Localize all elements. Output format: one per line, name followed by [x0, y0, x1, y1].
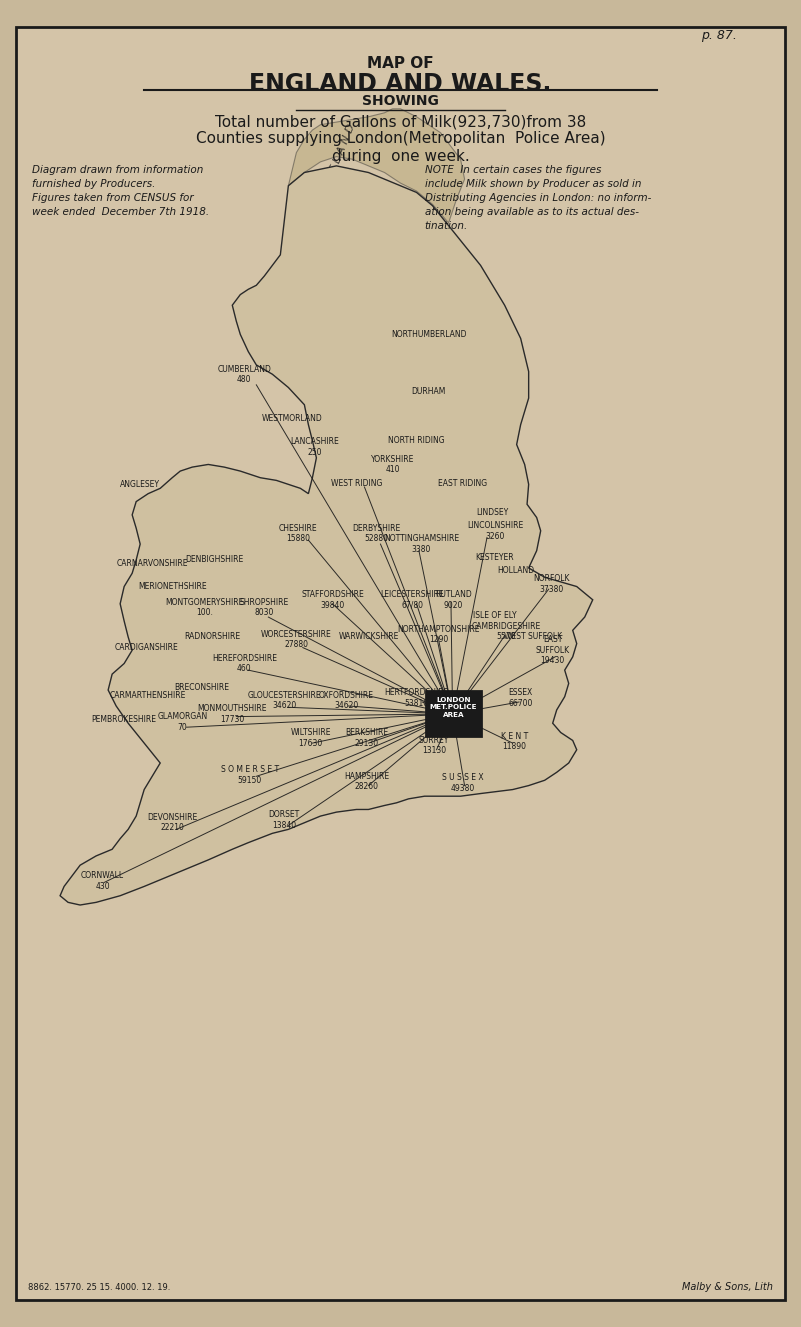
Text: CUMBERLAND
480: CUMBERLAND 480 — [217, 365, 272, 384]
Text: MERIONETHSHIRE: MERIONETHSHIRE — [138, 583, 207, 591]
Text: ANGLESEY: ANGLESEY — [120, 480, 160, 488]
Text: SHROPSHIRE
8030: SHROPSHIRE 8030 — [239, 598, 289, 617]
Text: DEVONSHIRE
22210: DEVONSHIRE 22210 — [147, 813, 197, 832]
Text: NORTH RIDING: NORTH RIDING — [388, 437, 445, 445]
Text: CARDIGANSHIRE: CARDIGANSHIRE — [115, 644, 179, 652]
Polygon shape — [288, 109, 465, 223]
Text: CARMARTHENSHIRE: CARMARTHENSHIRE — [110, 691, 187, 699]
Text: LEICESTERSHIRE
67/80: LEICESTERSHIRE 67/80 — [380, 591, 445, 609]
Text: WEST SUFFOLK: WEST SUFFOLK — [504, 633, 562, 641]
Text: NORFOLK
37380: NORFOLK 37380 — [533, 575, 570, 593]
Text: CHESHIRE
15880: CHESHIRE 15880 — [279, 524, 317, 543]
Text: NOTTINGHAMSHIRE
3380: NOTTINGHAMSHIRE 3380 — [384, 535, 459, 553]
Text: Counties supplying London(Metropolitan  Police Area): Counties supplying London(Metropolitan P… — [195, 131, 606, 146]
Text: CARNARVONSHIRE: CARNARVONSHIRE — [116, 560, 188, 568]
Text: p. 87.: p. 87. — [701, 29, 737, 42]
Polygon shape — [60, 166, 593, 905]
Text: Total number of Gallons of Milk(923,730)from 38: Total number of Gallons of Milk(923,730)… — [215, 114, 586, 129]
Text: BRECONSHIRE: BRECONSHIRE — [175, 683, 229, 691]
Text: S O M E R S E T
59150: S O M E R S E T 59150 — [221, 766, 279, 784]
Text: WESTMORLAND: WESTMORLAND — [262, 414, 323, 422]
Text: RUTLAND
9020: RUTLAND 9020 — [435, 591, 472, 609]
Text: STAFFORDSHIRE
39840: STAFFORDSHIRE 39840 — [301, 591, 364, 609]
Text: WARWICKSHIRE: WARWICKSHIRE — [338, 633, 399, 641]
Text: DURHAM: DURHAM — [412, 387, 445, 395]
Text: Malby & Sons, Lith: Malby & Sons, Lith — [682, 1282, 773, 1292]
Text: S C O T L A N D: S C O T L A N D — [316, 123, 357, 206]
Text: MONMOUTHSHIRE
17730: MONMOUTHSHIRE 17730 — [198, 705, 267, 723]
Text: Diagram drawn from information
furnished by Producers.
Figures taken from CENSUS: Diagram drawn from information furnished… — [32, 165, 209, 216]
FancyBboxPatch shape — [426, 691, 481, 736]
Text: 8862. 15770. 25 15. 4000. 12. 19.: 8862. 15770. 25 15. 4000. 12. 19. — [28, 1283, 171, 1292]
Text: SHOWING: SHOWING — [362, 94, 439, 109]
Text: during  one week.: during one week. — [332, 149, 469, 163]
Text: GLAMORGAN
70: GLAMORGAN 70 — [158, 713, 207, 731]
Text: LONDON
MET.POLICE
AREA: LONDON MET.POLICE AREA — [429, 697, 477, 718]
Text: ENGLAND AND WALES.: ENGLAND AND WALES. — [249, 72, 552, 96]
Text: YORKSHIRE
410: YORKSHIRE 410 — [371, 455, 414, 474]
Text: SURREY
13130: SURREY 13130 — [419, 736, 449, 755]
Text: DENBIGHSHIRE: DENBIGHSHIRE — [186, 556, 244, 564]
Text: ESSEX
66700: ESSEX 66700 — [509, 689, 533, 707]
Text: HOLLAND: HOLLAND — [497, 567, 534, 575]
Text: KESTEYER: KESTEYER — [476, 553, 514, 561]
Text: WORCESTERSHIRE
27880: WORCESTERSHIRE 27880 — [261, 630, 332, 649]
Text: NOTE  In certain cases the figures
include Milk shown by Producer as sold in
Dis: NOTE In certain cases the figures includ… — [425, 165, 651, 231]
Text: ISLE OF ELY: ISLE OF ELY — [473, 612, 517, 620]
Text: GLOUCESTERSHIRE
34620: GLOUCESTERSHIRE 34620 — [248, 691, 321, 710]
Text: MONTGOMERYSHIRE
100.: MONTGOMERYSHIRE 100. — [165, 598, 244, 617]
Text: LANCASHIRE
250: LANCASHIRE 250 — [291, 438, 339, 456]
Text: DERBYSHIRE
52880: DERBYSHIRE 52880 — [352, 524, 400, 543]
Text: EAST RIDING: EAST RIDING — [438, 479, 488, 487]
Text: LINDSEY: LINDSEY — [477, 508, 509, 516]
Text: RADNORSHIRE: RADNORSHIRE — [184, 633, 240, 641]
Text: K E N T
11890: K E N T 11890 — [501, 733, 528, 751]
Text: HEREFORDSHIRE
460: HEREFORDSHIRE 460 — [211, 654, 277, 673]
Text: CORNWALL
430: CORNWALL 430 — [81, 872, 124, 890]
Text: EAST
SUFFOLK
19430: EAST SUFFOLK 19430 — [536, 636, 570, 665]
Text: DORSET
13840: DORSET 13840 — [268, 811, 300, 829]
Text: BERKSHIRE
29130: BERKSHIRE 29130 — [345, 729, 388, 747]
Text: WEST RIDING: WEST RIDING — [331, 479, 382, 487]
Text: MAP OF: MAP OF — [367, 56, 434, 70]
Text: HERTFORDSHIRE
53810: HERTFORDSHIRE 53810 — [384, 689, 449, 707]
Text: LINCOLNSHIRE
3260: LINCOLNSHIRE 3260 — [467, 522, 523, 540]
Text: S U S S E X
49380: S U S S E X 49380 — [442, 774, 484, 792]
Text: WILTSHIRE
17630: WILTSHIRE 17630 — [291, 729, 331, 747]
Text: CAMBRIDGESHIRE
5570: CAMBRIDGESHIRE 5570 — [472, 622, 541, 641]
Text: PEMBROKESHIRE: PEMBROKESHIRE — [91, 715, 157, 723]
Text: OXFORDSHIRE
34620: OXFORDSHIRE 34620 — [319, 691, 373, 710]
Text: NORTHAMPTONSHIRE
1290: NORTHAMPTONSHIRE 1290 — [398, 625, 480, 644]
Text: NORTHUMBERLAND: NORTHUMBERLAND — [391, 330, 466, 338]
Text: HAMPSHIRE
28260: HAMPSHIRE 28260 — [344, 772, 389, 791]
